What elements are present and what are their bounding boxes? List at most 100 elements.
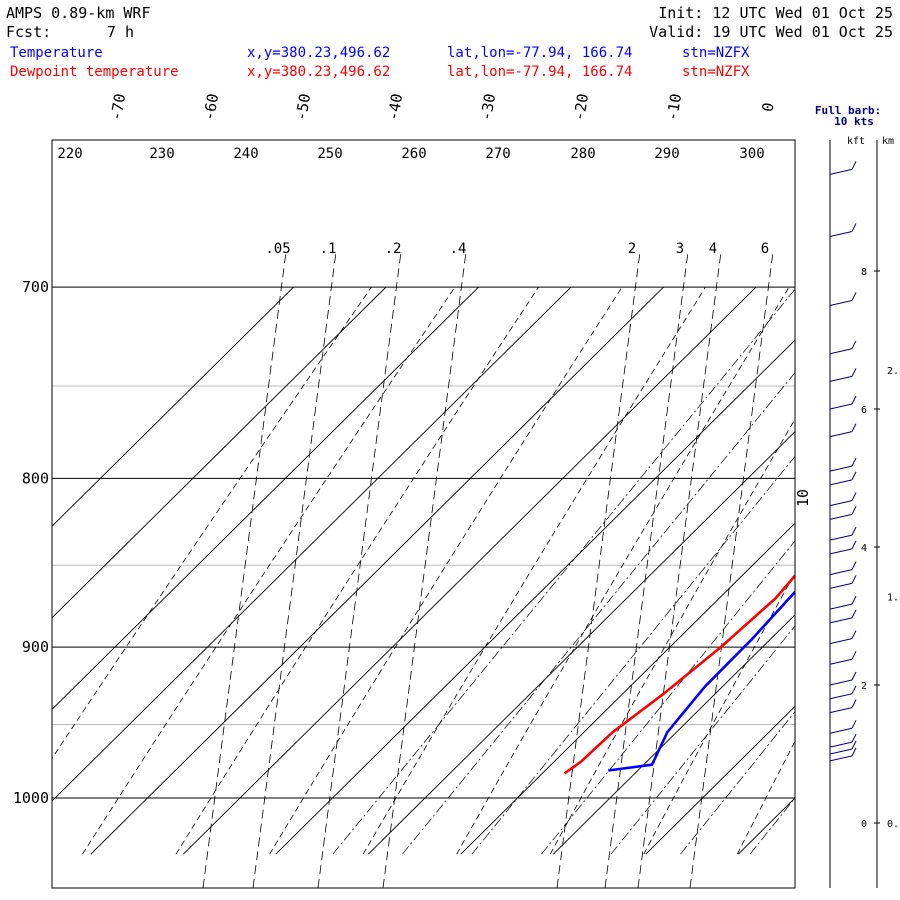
potential-temperature-label: 250: [317, 146, 342, 162]
wind-barb-flag: [851, 292, 857, 301]
wind-barb-staff: [829, 513, 853, 520]
legend-temperature-name: Temperature: [10, 45, 103, 61]
legend-dewpoint-latlon: lat,lon=-77.94, 166.74: [447, 64, 632, 80]
forecast-label: Fcst:: [6, 23, 51, 41]
wind-barb-title: Full barb:: [815, 104, 881, 117]
wind-barb-flag: [851, 492, 857, 501]
wind-barb-flag: [851, 540, 857, 550]
temperature-profile-line: [608, 590, 795, 772]
potential-temperature-label: 260: [401, 146, 426, 162]
mixing-ratio-label: .1: [320, 241, 337, 257]
wind-barb-staff: [829, 582, 853, 589]
wind-barb-flag: [851, 740, 857, 750]
dry-adiabat-line: [269, 286, 623, 855]
temperature-label: 0: [758, 101, 777, 113]
temperature-label: -60: [200, 92, 222, 122]
isotherm-line: [275, 339, 795, 855]
dry-adiabat-line: [82, 286, 456, 855]
legend-temperature-station: stn=NZFX: [682, 45, 750, 61]
legend-dewpoint-name: Dewpoint temperature: [10, 64, 179, 80]
dry-adiabat-line: [456, 286, 790, 855]
mixing-ratio-line: [556, 251, 641, 888]
pressure-label: 900: [22, 638, 49, 656]
temperature-label: -40: [384, 92, 406, 122]
wind-barb-staff: [829, 534, 853, 541]
wind-barb-staff: [829, 375, 853, 382]
isotherm-line: [52, 286, 387, 619]
isotherm-line: [182, 286, 757, 855]
legend-dewpoint-xy: x,y=380.23,496.62: [247, 64, 390, 80]
mixing-ratio-line: [637, 251, 722, 888]
dry-adiabat-line: [643, 572, 795, 855]
mixing-ratio-line: [604, 251, 689, 888]
wind-barb-staff: [829, 755, 853, 762]
wind-barb-flag: [851, 368, 857, 377]
wind-barb-flag: [851, 575, 857, 584]
wind-barb-flag: [851, 471, 857, 481]
model-title: AMPS 0.89-km WRF: [6, 4, 151, 22]
potential-temperature-label: 290: [654, 146, 679, 162]
mixing-ratio-line: [317, 251, 402, 888]
moist-adiabat-line: [402, 371, 795, 855]
temperature-label: -10: [663, 92, 685, 122]
isotherm-line: [460, 522, 795, 855]
kft-tick-label: 2: [861, 681, 867, 692]
isotherm-line: [552, 614, 795, 855]
wind-barb-flag: [851, 526, 857, 536]
legend-temperature-xy: x,y=380.23,496.62: [247, 45, 390, 61]
wind-barb-flag: [851, 561, 857, 570]
wind-barb-staff: [829, 638, 853, 645]
potential-temperature-label: 240: [233, 146, 258, 162]
wind-barb-staff: [829, 168, 853, 175]
wind-barb-staff: [829, 479, 853, 486]
temperature-label: -30: [477, 92, 499, 122]
kft-tick-label: 6: [861, 405, 867, 416]
isotherm-line: [52, 286, 294, 527]
wind-barb-staff: [829, 300, 853, 306]
wind-barb-flag: [851, 699, 857, 708]
wind-barb-staff: [829, 569, 853, 576]
km-tick-label: 2.: [887, 366, 899, 377]
valid-time: Valid: 19 UTC Wed 01 Oct 25: [649, 23, 893, 41]
wind-barb-flag: [851, 747, 857, 757]
wind-barb-flag: [851, 595, 857, 605]
wind-barb-flag: [851, 340, 857, 350]
dry-adiabat-line: [736, 740, 795, 855]
wind-barb-panel: 8 6 4 2 0 2. 1. 0.: [829, 140, 899, 888]
potential-temperature-label: 220: [57, 146, 82, 162]
profile-series: [563, 573, 795, 775]
wind-barb-flag: [851, 651, 857, 660]
wind-barb-staff: [829, 707, 853, 714]
mixing-ratio-line: [202, 251, 287, 888]
moist-adiabat-line: [541, 540, 795, 855]
dry-adiabat-line: [549, 418, 795, 855]
pressure-label: 700: [22, 278, 49, 296]
wind-barb-staff: [829, 693, 853, 700]
wind-barb-flag: [851, 685, 857, 695]
mixing-ratio-line: [252, 251, 337, 888]
forecast-hours: 7 h: [107, 23, 134, 41]
wind-barb-flag: [851, 423, 857, 432]
isotherm-line: [90, 286, 664, 855]
mixing-ratio-line: [689, 251, 774, 888]
wind-barb-staff: [829, 658, 853, 665]
wind-barb-staff: [829, 403, 853, 410]
legend-dewpoint-station: stn=NZFX: [682, 64, 750, 80]
wind-barb-staff: [829, 231, 853, 237]
mixing-ratio-line: [382, 251, 467, 888]
temperature-label: -50: [292, 92, 314, 122]
mixing-ratio-label: .2: [385, 241, 402, 257]
legend-temperature-latlon: lat,lon=-77.94, 166.74: [447, 45, 632, 61]
mixing-ratio-label: 2: [628, 241, 636, 257]
wind-barb-staff: [829, 603, 853, 610]
isotherm-line: [52, 286, 572, 802]
wind-barb-staff: [829, 679, 853, 686]
kft-tick-label: 8: [861, 267, 867, 278]
wind-barb-flag: [851, 609, 857, 619]
wind-barb-flag: [851, 223, 857, 232]
wind-barb-staff: [829, 748, 853, 755]
wind-barb-units: 10 kts: [834, 115, 874, 128]
wind-barb-flag: [851, 457, 857, 467]
dry-adiabat-line: [52, 286, 372, 760]
